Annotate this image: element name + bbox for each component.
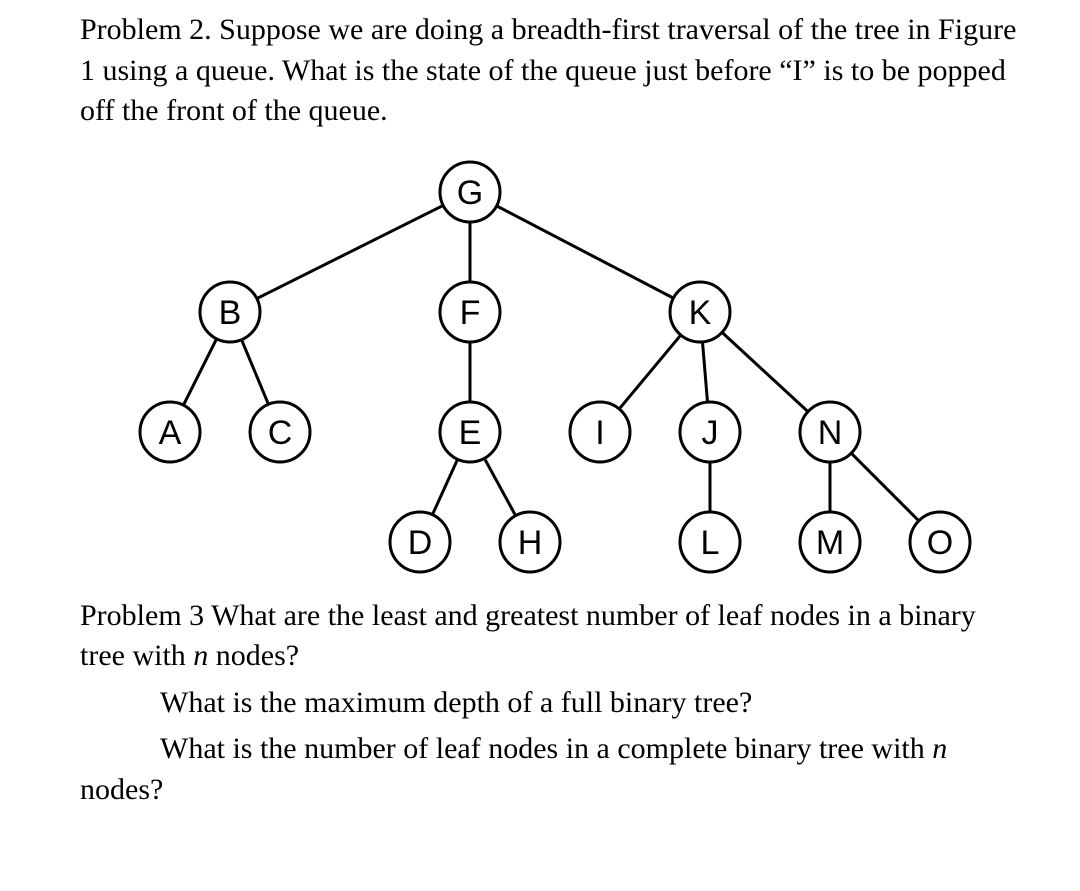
tree-edge [722,332,808,411]
tree-node-label: C [268,414,293,452]
tree-node: D [390,512,450,572]
tree-node-label: D [408,524,433,562]
tree-edge [702,341,707,401]
tree-node: H [500,512,560,572]
tree-node: L [680,512,740,572]
tree-node: N [800,402,860,462]
p3-l3-a: What is the number of leaf nodes in a co… [160,732,932,765]
tree-node-label: G [457,174,483,212]
tree-edge [851,453,919,521]
tree-node: I [570,402,630,462]
tree-node: C [250,402,310,462]
tree-node: B [200,282,260,342]
tree-figure: G B F K A C E I J N D H L M O [80,142,1020,582]
p3-l1-b: nodes? [208,639,299,672]
tree-node-label: K [689,294,712,332]
problem-2-text: Problem 2. Suppose we are doing a breadt… [80,10,1020,132]
tree-node: J [680,402,740,462]
tree-edge [257,205,443,298]
problem-3-line-1: Problem 3 What are the least and greates… [80,596,1020,677]
tree-edge [619,335,681,409]
tree-node: G [440,162,500,222]
tree-node: K [670,282,730,342]
tree-edge [432,459,457,514]
tree-edge [497,205,674,297]
tree-node-label: M [816,524,844,562]
tree-node: E [440,402,500,462]
tree-node-label: J [702,414,719,452]
problem-3-line-3: What is the number of leaf nodes in a co… [80,729,1020,810]
page: Problem 2. Suppose we are doing a breadt… [0,0,1080,891]
tree-edge [242,339,269,404]
tree-node-label: I [595,414,604,452]
tree-node-label: F [460,294,481,332]
p3-l1-n: n [193,639,208,672]
p3-l3-n: n [932,732,947,765]
tree-node: M [800,512,860,572]
tree-node-label: O [927,524,953,562]
tree-edge [484,458,515,515]
tree-svg: G B F K A C E I J N D H L M O [110,142,990,582]
tree-node-label: N [818,414,843,452]
tree-node-label: E [459,414,482,452]
tree-node-label: B [219,294,242,332]
p3-l3-b: nodes? [80,773,163,806]
tree-node-label: H [518,524,543,562]
tree-node: O [910,512,970,572]
tree-node-label: A [159,414,182,452]
tree-edge [183,338,216,404]
tree-node: A [140,402,200,462]
tree-node-label: L [701,524,720,562]
problem-3-line-2: What is the maximum depth of a full bina… [80,683,1020,724]
tree-node: F [440,282,500,342]
